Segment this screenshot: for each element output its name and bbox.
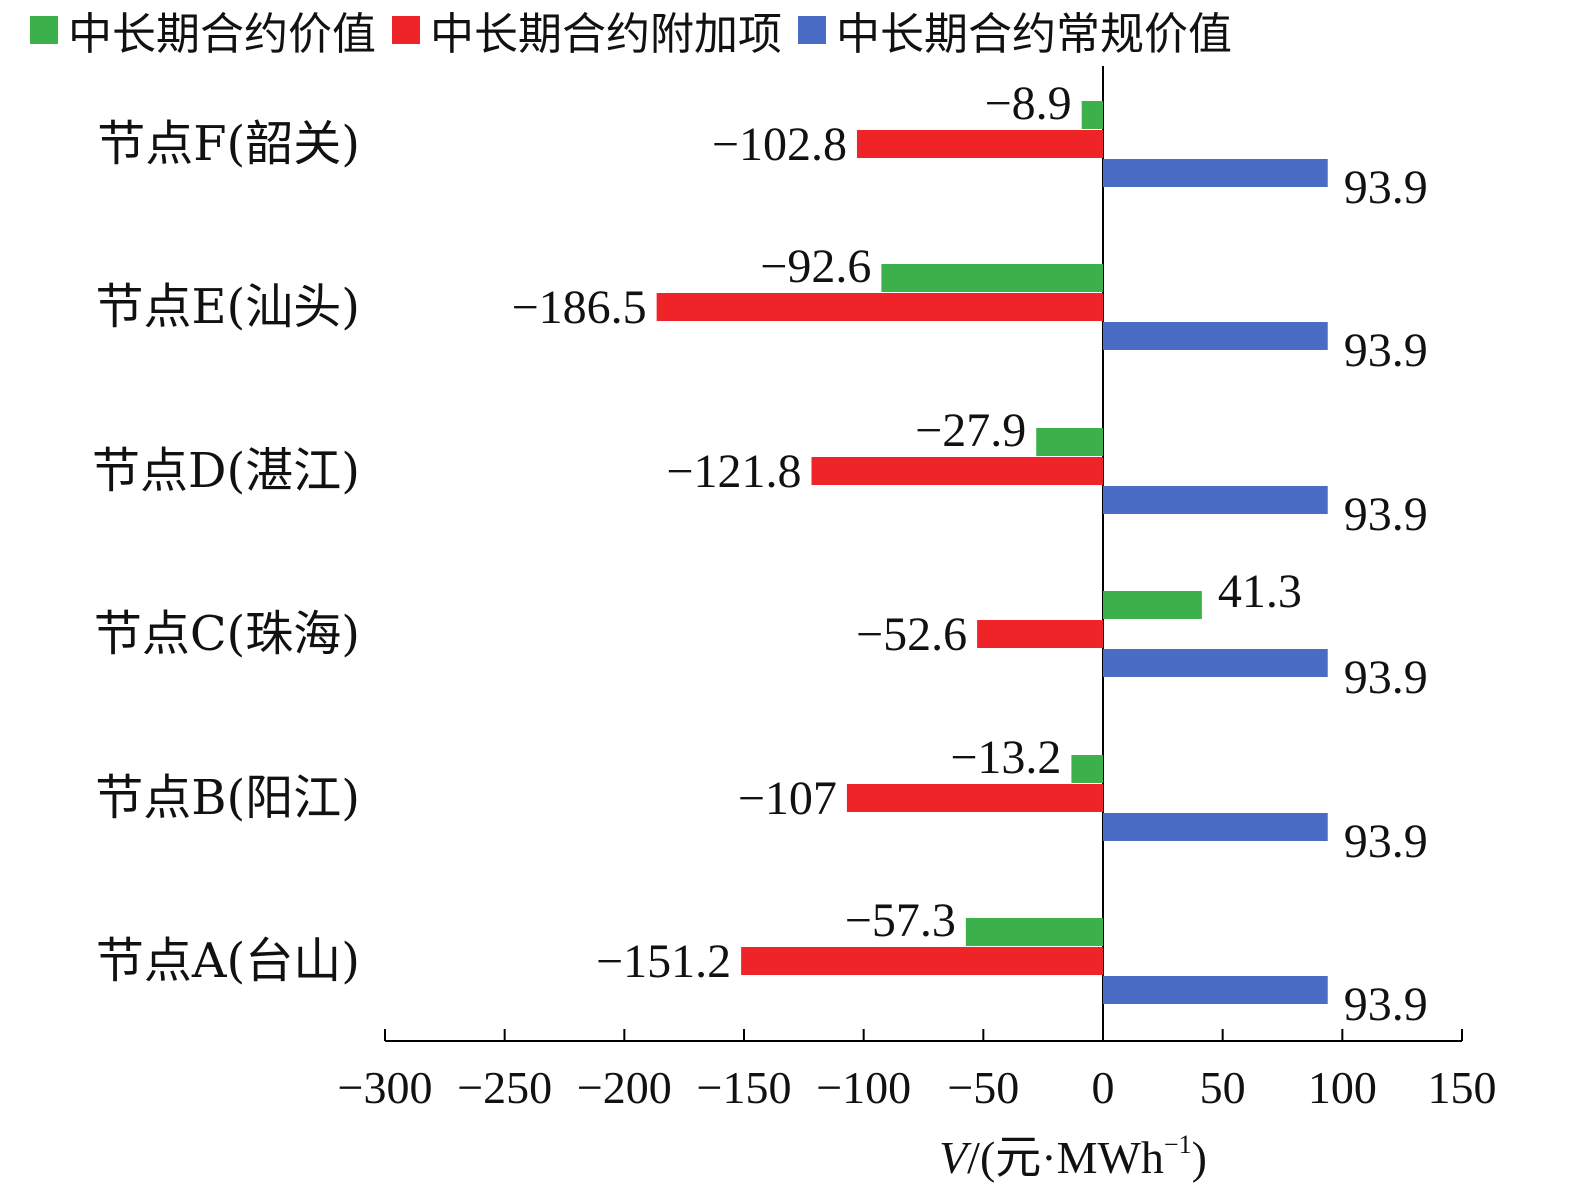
bar-contract-value [1036,428,1103,456]
bar-contract-value [1071,755,1103,783]
category-label: 节点E(汕头) [96,279,361,335]
bar-additional-term [856,130,1103,158]
data-label: −8.9 [985,77,1072,130]
data-label: −27.9 [915,404,1026,457]
legend-item-contract-value: 中长期合约价值 [30,0,376,62]
data-label: 93.9 [1344,815,1428,868]
bar-regular-value [1103,649,1328,677]
category-label: 节点D(湛江) [92,443,360,499]
bar-regular-value [1103,159,1328,187]
legend-swatch-green [30,16,58,44]
data-label: 93.9 [1344,651,1428,704]
data-label: −57.3 [845,894,956,947]
legend-label-additional-term: 中长期合约附加项 [430,9,782,60]
data-label: 93.9 [1344,324,1428,377]
data-label: −151.2 [596,935,731,988]
legend-swatch-blue [798,16,826,44]
x-axis-title-part: ) [1192,1132,1207,1183]
data-label: 93.9 [1344,161,1428,214]
legend-label-regular-value: 中长期合约常规价值 [836,9,1232,60]
x-axis-title-part: −1 [1164,1130,1192,1159]
bar-additional-term [656,293,1103,321]
legend-item-additional-term: 中长期合约附加项 [392,0,782,62]
category-label: 节点A(台山) [96,933,360,989]
category-label: 节点C(珠海) [94,606,360,662]
data-label: 93.9 [1344,488,1428,541]
bar-regular-value [1103,322,1328,350]
x-tick-label: −200 [577,1062,672,1113]
legend: 中长期合约价值 中长期合约附加项 中长期合约常规价值 [30,0,1232,60]
data-label: −92.6 [760,240,871,293]
bar-contract-value [881,264,1103,292]
x-tick-label: −250 [457,1062,552,1113]
x-tick-label: −50 [947,1062,1019,1113]
x-tick-label: −150 [697,1062,792,1113]
x-tick-label: −100 [816,1062,911,1113]
bar-additional-term [811,457,1103,485]
data-label: −52.6 [856,608,967,661]
bar-additional-term [741,947,1103,975]
x-tick-label: −300 [338,1062,433,1113]
data-label: 41.3 [1218,565,1302,618]
x-tick-label: 0 [1092,1062,1115,1113]
x-axis-title-part: V [939,1132,972,1183]
bar-additional-term [977,620,1103,648]
x-tick-label: 100 [1308,1062,1377,1113]
x-axis-title: V/(元·MWh−1) [939,1130,1207,1183]
category-label: 节点B(阳江) [95,770,360,826]
data-label: −121.8 [666,445,801,498]
bar-contract-value [1103,591,1202,619]
bar-contract-value [1081,101,1103,129]
bar-regular-value [1103,813,1328,841]
bar-regular-value [1103,976,1328,1004]
category-label: 节点F(韶关) [97,116,360,172]
legend-label-contract-value: 中长期合约价值 [68,9,376,60]
x-axis-title-part: /(元·MWh [967,1132,1164,1183]
x-tick-label: 150 [1428,1062,1497,1113]
data-label: 93.9 [1344,978,1428,1031]
data-label: −102.8 [712,118,847,171]
data-label: −13.2 [950,731,1061,784]
data-label: −186.5 [512,281,647,334]
bar-additional-term [846,784,1103,812]
bar-regular-value [1103,486,1328,514]
x-tick-label: 50 [1200,1062,1246,1113]
legend-item-regular-value: 中长期合约常规价值 [798,0,1232,62]
legend-swatch-red [392,16,420,44]
data-label: −107 [738,772,837,825]
bar-contract-value [965,918,1103,946]
